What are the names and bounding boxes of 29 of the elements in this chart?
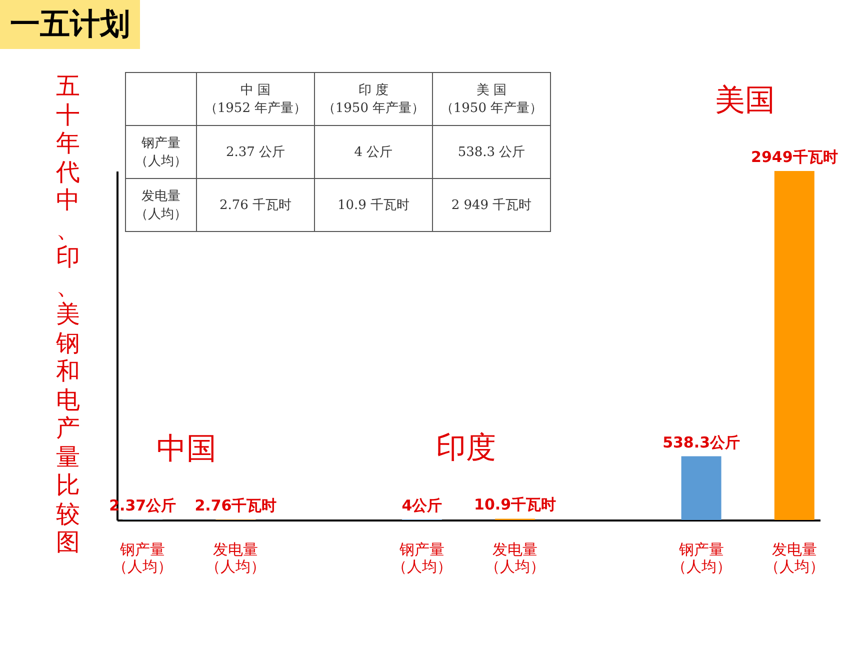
x-tick-label: 发电量（人均）: [764, 540, 824, 576]
annotation: 印度: [436, 430, 496, 466]
text: 4 公斤: [314, 126, 432, 178]
x-tick-label: 钢产量（人均）: [392, 540, 452, 576]
data-label: 2949千瓦时: [751, 148, 838, 166]
bar: [681, 456, 722, 520]
x-tick-label: 钢产量（人均）: [112, 540, 173, 576]
data-label: 2.76千瓦时: [194, 496, 277, 515]
annotation: 10.9 千瓦时: [314, 178, 432, 232]
annotation: 2 949 千瓦时: [432, 178, 550, 232]
data-label: 4公斤: [402, 496, 442, 515]
data-label: 538.3公斤: [662, 433, 740, 452]
text: 五十年代中、印、美钢和电产量比较图: [56, 72, 80, 556]
x-tick-label: 钢产量（人均）: [671, 540, 732, 576]
annotation: 中国: [156, 432, 217, 467]
text: 2.37 公斤: [196, 126, 314, 178]
data-label: 10.9千瓦时: [474, 496, 556, 514]
text: 印 度（1950 年产量）: [314, 72, 432, 126]
text: 美 国（1950 年产量）: [432, 72, 550, 126]
text: 538.3 公斤: [432, 126, 550, 178]
x-tick-label: 发电量（人均）: [206, 540, 266, 576]
x-tick-label: 发电量（人均）: [485, 540, 546, 576]
text: 美国: [715, 83, 776, 118]
text: 中 国（1952 年产量）: [196, 72, 314, 126]
annotation: 2.76 千瓦时: [196, 178, 314, 232]
bar: [774, 171, 814, 520]
text: 钢产量（人均）: [126, 126, 196, 178]
annotation: 发电量（人均）: [126, 178, 196, 232]
chart-title: 一五计划: [0, 0, 140, 49]
